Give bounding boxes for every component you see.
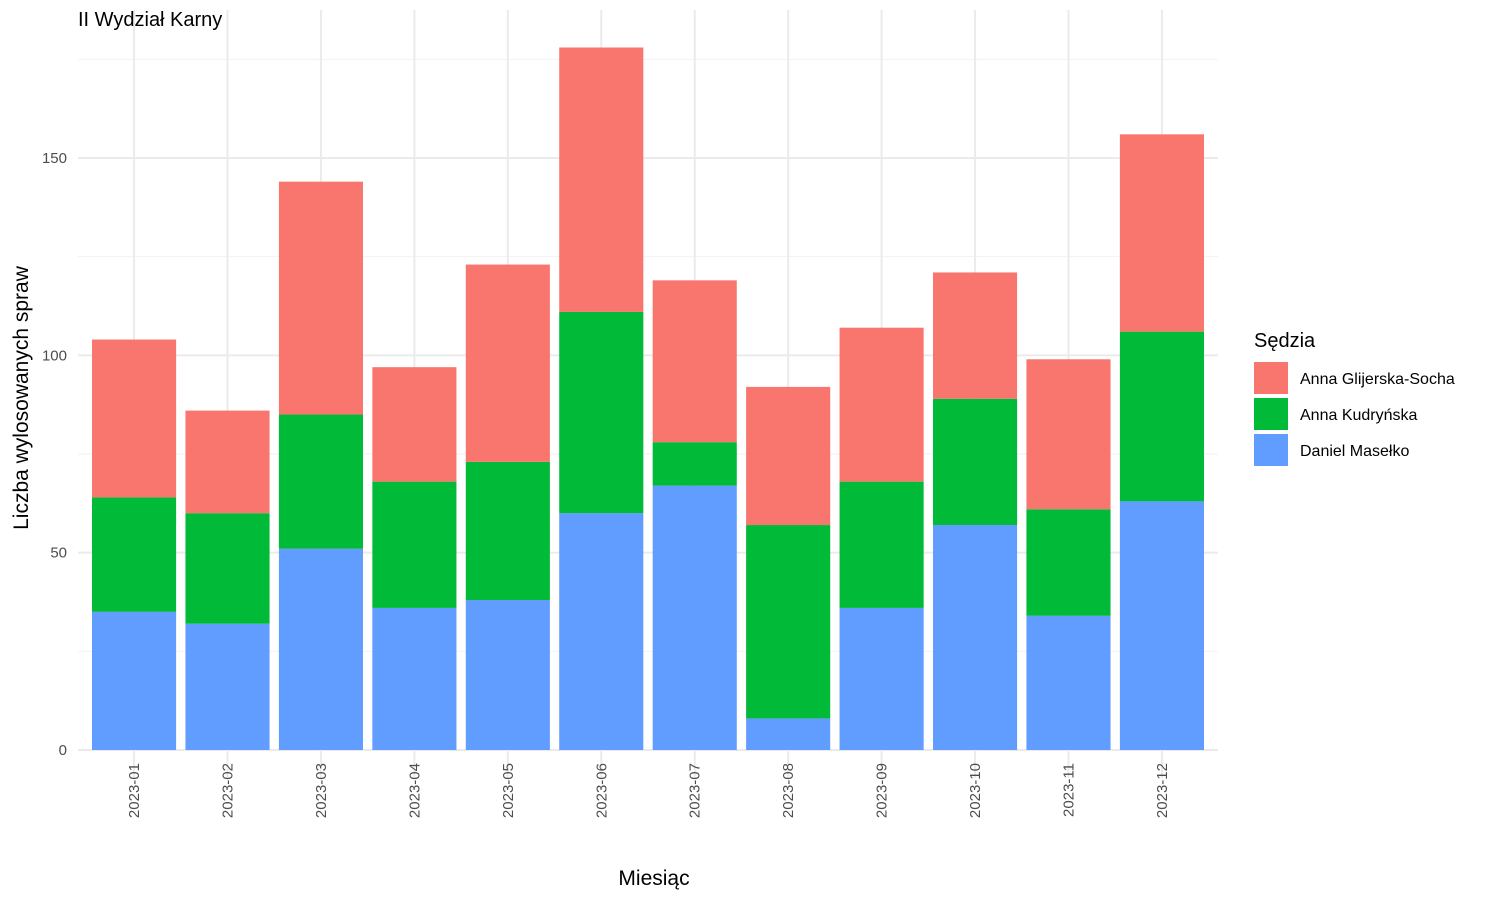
x-tick-label: 2023-03 [313,763,330,818]
bar-segment [652,280,737,443]
bars [92,47,1204,750]
bar-segment [465,600,550,750]
bar-segment [278,548,363,750]
x-tick-label: 2023-02 [220,763,237,818]
y-tick-label: 50 [50,545,67,562]
x-tick-label: 2023-05 [500,763,517,818]
x-tick-label: 2023-01 [126,763,143,818]
bar-segment [839,607,924,750]
bar-segment [746,525,831,719]
y-tick-label: 0 [59,742,67,759]
bar-segment [559,311,644,514]
legend-key [1254,362,1288,394]
bar-segment [372,481,457,608]
y-tick-label: 100 [42,347,67,364]
bar-segment [746,386,831,526]
x-tick-label: 2023-06 [593,763,610,818]
x-tick-label: 2023-11 [1060,763,1077,817]
bar-segment [465,264,550,462]
bar-segment [652,442,737,486]
bar-segment [839,481,924,608]
bar-segment [652,485,737,750]
x-tick-label: 2023-10 [967,763,984,818]
legend-title: Sędzia [1254,330,1316,352]
bar-segment [1119,501,1204,750]
x-tick-label: 2023-09 [874,763,891,818]
legend-label: Anna Kudryńska [1300,407,1418,424]
bar-segment [465,461,550,601]
bar-segment [1026,509,1111,616]
y-axis-title: Liczba wylosowanych spraw [10,265,33,530]
bar-segment [372,367,457,482]
bar-segment [92,497,177,612]
bar-segment [278,181,363,415]
bar-segment [933,398,1018,526]
x-tick-label: 2023-07 [687,763,704,818]
bar-segment [839,327,924,482]
legend-key [1254,398,1288,430]
x-axis-title: Miesiąc [618,867,689,890]
y-axis-ticks: 0 50 100 150 [42,150,67,759]
bar-segment [1119,331,1204,502]
bar-segment [1026,359,1111,510]
bar-segment [372,607,457,750]
x-tick-label: 2023-12 [1154,763,1171,818]
x-axis-ticks: 2023-01 2023-02 2023-03 2023-04 2023-05 2023-… [126,763,1171,818]
legend-label: Anna Glijerska-Socha [1300,371,1455,388]
legend: Sędzia Anna Glijerska-Socha Anna Kudryńsk… [1254,330,1455,466]
bar-segment [92,339,177,498]
bar-segment [185,410,270,514]
bar-segment [933,272,1018,399]
bar-segment [1119,134,1204,332]
chart-title: II Wydział Karny [78,9,222,31]
x-tick-label: 2023-04 [406,763,423,818]
bar-segment [185,623,270,750]
bar-segment [746,718,831,750]
legend-label: Daniel Masełko [1300,443,1409,460]
bar-segment [1026,615,1111,750]
bar-segment [559,47,644,312]
bar-segment [278,414,363,549]
bar-segment [933,525,1018,750]
bar-segment [559,513,644,750]
bar-segment [185,513,270,624]
bar-segment [92,611,177,750]
y-tick-label: 150 [42,150,67,167]
legend-key [1254,434,1288,466]
x-tick-label: 2023-08 [780,763,797,818]
